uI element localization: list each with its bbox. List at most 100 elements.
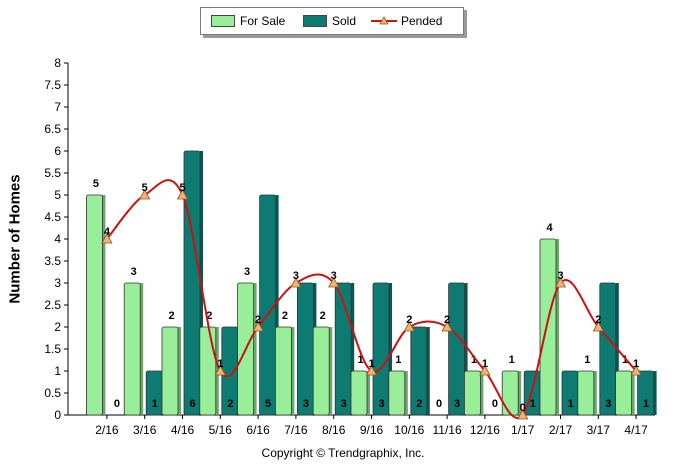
data-label-sold: 1 xyxy=(530,398,536,410)
marker-pended xyxy=(101,233,113,244)
data-label-pended: 3 xyxy=(293,270,299,282)
bar-sold-side xyxy=(351,283,355,415)
x-tick-label: 2/16 xyxy=(95,423,119,437)
y-tick-label: 6.5 xyxy=(44,122,61,136)
bar-sold xyxy=(599,282,617,416)
marker-pended xyxy=(517,409,529,420)
x-tick-label: 4/16 xyxy=(171,423,195,437)
bar-for-sale-side xyxy=(593,371,597,415)
legend-item-for-sale: For Sale xyxy=(211,14,285,28)
marker-pended xyxy=(290,277,302,288)
x-tick-label: 6/16 xyxy=(246,423,270,437)
y-tick-label: 4 xyxy=(54,232,61,246)
x-tick-label: 5/16 xyxy=(209,423,233,437)
bar-for-sale xyxy=(463,370,481,416)
data-label-pended: 1 xyxy=(482,358,488,370)
legend-line-pended xyxy=(371,16,397,25)
bar-sold-side xyxy=(653,371,657,415)
bar-for-sale-side xyxy=(140,283,144,415)
y-tick-label: 1 xyxy=(54,364,61,378)
bar-sold xyxy=(637,370,654,416)
x-tick-label: 12/16 xyxy=(470,423,500,437)
x-tick-label: 4/17 xyxy=(624,423,648,437)
data-label-pended: 1 xyxy=(633,358,639,370)
legend-label-for-sale: For Sale xyxy=(240,14,286,28)
y-tick-label: 5.5 xyxy=(44,166,61,180)
bar-for-sale xyxy=(350,370,368,416)
y-tick-label: 2.5 xyxy=(44,298,61,312)
bar-for-sale xyxy=(577,370,595,416)
data-label-pended: 1 xyxy=(217,358,223,370)
data-label-sold: 6 xyxy=(189,398,195,410)
legend-item-sold: Sold xyxy=(303,14,356,28)
data-label-for-sale: 1 xyxy=(357,354,363,366)
x-tick-label: 10/16 xyxy=(394,423,424,437)
bar-for-sale xyxy=(312,326,330,416)
data-label-sold: 3 xyxy=(605,398,611,410)
bar-sold-side xyxy=(389,283,392,415)
data-label-pended: 4 xyxy=(104,226,111,238)
legend-swatch-for-sale xyxy=(211,15,235,27)
data-label-pended: 5 xyxy=(179,182,185,194)
data-label-pended: 3 xyxy=(557,270,563,282)
x-tick-label: 1/17 xyxy=(511,423,535,437)
bar-for-sale-side xyxy=(253,283,257,415)
legend-swatch-sold xyxy=(303,15,327,27)
copyright: Copyright © Trendgraphix, Inc. xyxy=(261,446,425,460)
data-label-for-sale: 1 xyxy=(509,354,515,366)
marker-pended xyxy=(365,365,378,376)
y-tick-label: 4.5 xyxy=(44,210,61,224)
y-tick-label: 0.5 xyxy=(44,386,61,400)
data-label-sold: 1 xyxy=(567,398,573,410)
data-label-sold: 2 xyxy=(227,398,233,410)
data-label-for-sale: 2 xyxy=(282,310,288,322)
bar-for-sale-side xyxy=(631,371,635,415)
data-label-for-sale: 1 xyxy=(395,354,401,366)
data-label-pended: 2 xyxy=(595,314,601,326)
data-label-sold: 5 xyxy=(265,398,271,410)
x-tick-label: 3/17 xyxy=(587,423,611,437)
bar-sold xyxy=(183,150,201,416)
y-tick-label: 2 xyxy=(54,320,61,334)
y-tick-label: 7.5 xyxy=(44,78,61,92)
bar-for-sale xyxy=(615,370,632,416)
data-label-for-sale: 2 xyxy=(168,310,174,322)
bar-for-sale-side xyxy=(518,371,522,415)
marker-pended xyxy=(630,365,642,376)
bar-sold xyxy=(372,282,390,416)
y-tick-label: 3.5 xyxy=(44,254,61,268)
bar-sold-side xyxy=(275,195,279,415)
data-label-sold: 3 xyxy=(341,398,347,410)
data-label-for-sale: 5 xyxy=(93,178,99,190)
data-label-for-sale: 1 xyxy=(584,354,590,366)
data-label-pended: 2 xyxy=(255,314,261,326)
marker-pended xyxy=(441,321,453,332)
bar-for-sale xyxy=(199,326,217,416)
bar-for-sale xyxy=(161,326,179,416)
data-label-for-sale: 2 xyxy=(320,310,326,322)
bar-sold xyxy=(259,194,277,416)
marker-pended xyxy=(592,321,604,332)
marker-pended xyxy=(252,321,264,332)
data-label-pended: 3 xyxy=(331,270,337,282)
bar-sold xyxy=(296,282,314,416)
data-label-pended: 2 xyxy=(444,314,450,326)
y-tick-label: 6 xyxy=(54,144,61,158)
bar-for-sale xyxy=(123,282,141,416)
bar-for-sale xyxy=(86,194,103,416)
legend-label-pended: Pended xyxy=(401,14,443,28)
bar-for-sale xyxy=(274,326,292,416)
data-label-sold: 1 xyxy=(152,398,158,410)
data-label-for-sale: 4 xyxy=(546,222,553,234)
marker-pended xyxy=(328,277,340,288)
bar-for-sale-side xyxy=(102,195,106,415)
marker-pended xyxy=(214,365,226,376)
y-tick-label: 3 xyxy=(54,276,61,290)
data-label-sold: 2 xyxy=(416,398,422,410)
data-label-for-sale: 0 xyxy=(436,398,442,410)
data-label-pended: 1 xyxy=(368,358,374,370)
data-label-pended: 5 xyxy=(142,182,148,194)
x-tick-label: 9/16 xyxy=(360,423,384,437)
data-label-pended: 0 xyxy=(520,402,526,414)
